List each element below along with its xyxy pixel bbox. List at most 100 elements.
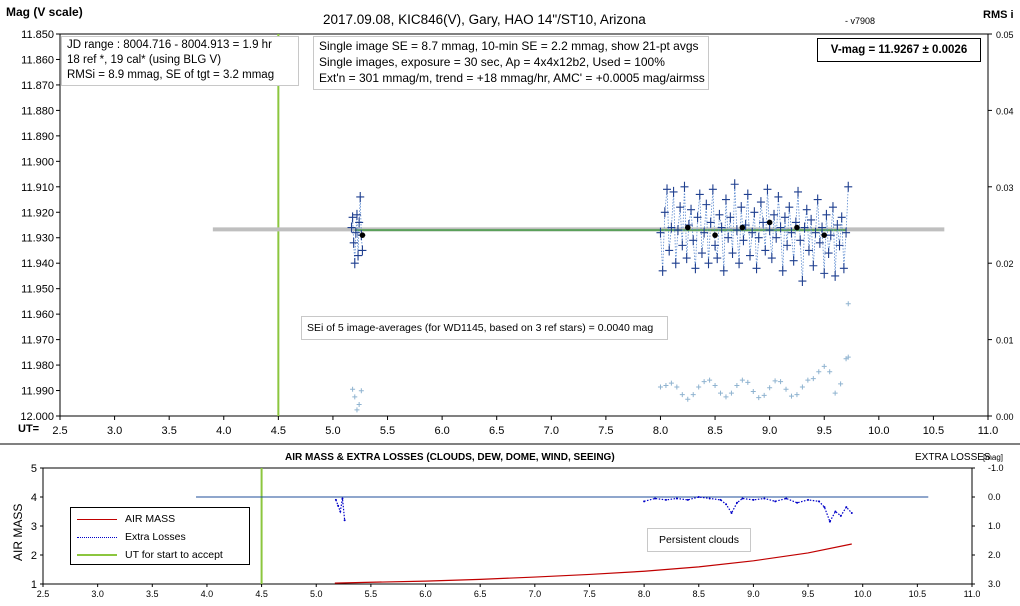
single-image-point [658,265,667,276]
single-image-point [713,253,722,264]
x-tick-label: 6.5 [489,425,504,437]
single-image-point [761,245,770,256]
rms-point [668,380,674,386]
bottom-x-tick-label: 4.5 [255,589,268,599]
extra-losses-point [725,503,728,506]
x-tick-label: 4.0 [216,425,231,437]
extra-losses-point [341,497,344,500]
info-box-center: Single image SE = 8.7 mmag, 10-min SE = … [313,36,709,90]
single-image-point [676,202,685,213]
bottom-y-tick-label: 1 [31,579,37,591]
y-tick-label: 11.870 [21,80,54,92]
single-image-point [351,227,360,238]
bottom-x-tick-label: 5.0 [310,589,323,599]
y-tick-label: 11.890 [21,131,54,143]
y2-tick-label: 0.04 [996,106,1014,116]
bottom-y2label: EXTRA LOSSES [915,452,991,463]
single-image-point [732,225,741,236]
extra-losses-point [730,511,733,514]
single-image-point [704,258,713,269]
info1-line-1: JD range : 8004.716 - 8004.913 = 1.9 hr [67,39,272,51]
bottom-x-tick-label: 6.5 [474,589,487,599]
y-tick-label: 11.900 [21,156,54,168]
rms-point [352,394,358,400]
single-image-point [687,204,696,215]
single-image-point [813,194,822,205]
single-image-point [697,248,706,259]
y2-tick-label: 0.01 [996,336,1014,346]
sei-box: SEi of 5 image-averages (for WD1145, bas… [301,316,668,340]
rms-point [805,377,811,383]
rms-point [690,392,696,398]
y-tick-label: 11.910 [21,182,54,194]
rms-point [827,369,833,375]
rms-point [845,301,851,307]
top-plot-area [59,33,989,417]
rms-point [674,384,680,390]
single-image-point [807,214,816,225]
rms-point [356,402,362,408]
single-image-point [721,194,730,205]
single-image-point [754,232,763,243]
single-image-point [844,181,853,192]
single-image-point [824,248,833,259]
single-image-point [765,225,774,236]
single-image-point [356,191,365,202]
legend-losses-swatch [77,536,117,538]
info2-line-1: Single image SE = 8.7 mmag, 10-min SE = … [319,39,699,53]
extra-losses-point [736,501,739,504]
y-tick-label: 11.880 [21,105,54,117]
single-image-point [743,189,752,200]
rms-point [745,379,751,385]
bottom-y-tick-label: 4 [31,492,37,504]
extra-losses-point [719,498,722,501]
persistent-clouds-box: Persistent clouds [647,528,751,552]
extra-losses-point [643,500,646,503]
single-image-point [804,245,813,256]
x-tick-label: 2.5 [52,425,67,437]
single-image-point [680,181,689,192]
x-tick-label: 8.0 [653,425,668,437]
rms-point [350,386,356,392]
single-image-point [787,227,796,238]
extra-losses-point [675,497,678,500]
single-image-point [842,227,851,238]
persistent-clouds-text: Persistent clouds [659,534,739,546]
sei-text: SEi of 5 image-averages (for WD1145, bas… [307,322,654,334]
single-image-point [348,212,357,223]
average-point [794,224,800,231]
single-image-point [785,202,794,213]
extra-losses-point [343,519,346,522]
single-image-point [715,209,724,220]
single-image-point [778,265,787,276]
info2-line-2: Single images, exposure = 30 sec, Ap = 4… [319,55,665,69]
rms-point [358,388,364,394]
rms-point [712,382,718,388]
x-tick-label: 9.5 [817,425,832,437]
extra-losses-point [697,496,700,498]
single-image-point [831,270,840,281]
legend-airmass: AIR MASS [77,510,243,528]
average-point [684,224,691,231]
single-image-point [347,222,356,233]
y-tick-label: 12.000 [20,411,54,423]
rms-point [832,390,838,396]
rms-point [739,377,745,383]
bottom-y2-tick-label: 2.0 [988,550,1001,560]
rms-point [718,390,724,396]
bottom-x-tick-label: 3.0 [91,589,104,599]
single-image-point [822,209,831,220]
single-image-point [776,222,785,233]
bottom-x-tick-label: 9.5 [802,589,815,599]
single-image-point [737,202,746,213]
single-image-point [706,217,715,228]
top-data [212,34,945,416]
single-image-point [780,212,789,223]
rms-point [788,393,794,399]
single-image-point [724,232,733,243]
info1-line-2: 18 ref *, 19 cal* (using BLG V) [67,54,222,66]
bottom-y2-tick-label: -1.0 [988,463,1004,473]
bottom-x-tick-label: 8.0 [638,589,651,599]
extra-losses-point [807,498,810,501]
top-axes: 2.5 3.0 3.5 4.0 4.5 5.0 5.5 6.0 6.5 7.0 7.5 8.0 8.5 9… [20,29,1013,437]
